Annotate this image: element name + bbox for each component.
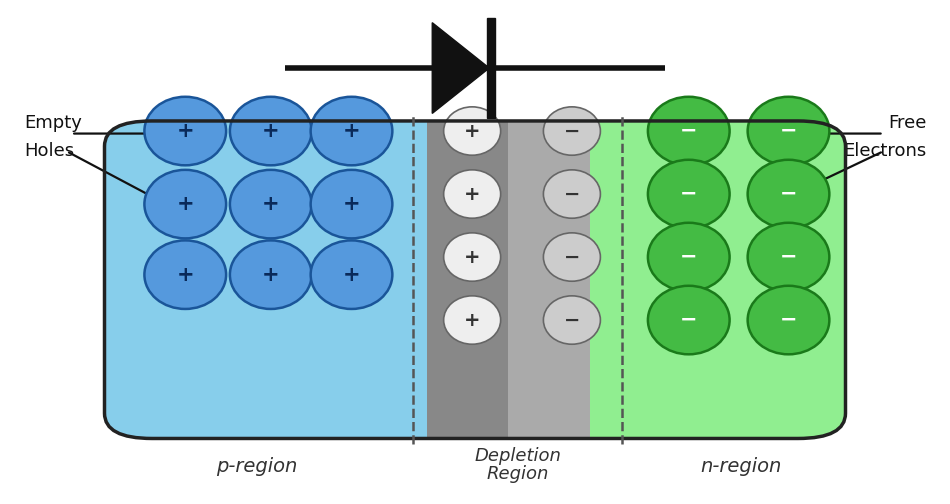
Ellipse shape — [444, 233, 501, 281]
Ellipse shape — [230, 240, 312, 309]
Ellipse shape — [444, 170, 501, 218]
Ellipse shape — [543, 296, 600, 344]
Ellipse shape — [144, 240, 226, 309]
Text: −: − — [780, 310, 797, 330]
Text: +: + — [343, 194, 360, 214]
Text: Holes: Holes — [24, 142, 74, 160]
Text: −: − — [780, 247, 797, 267]
Ellipse shape — [748, 160, 829, 228]
Text: −: − — [563, 247, 580, 267]
Text: Region: Region — [486, 465, 549, 483]
Text: −: − — [680, 184, 697, 204]
Text: +: + — [262, 265, 279, 285]
Text: n-region: n-region — [700, 457, 782, 476]
Ellipse shape — [230, 170, 312, 238]
Bar — [590, 121, 846, 438]
Text: +: + — [464, 247, 481, 267]
Text: −: − — [680, 247, 697, 267]
Ellipse shape — [648, 160, 730, 228]
Ellipse shape — [648, 97, 730, 165]
Ellipse shape — [748, 97, 829, 165]
Text: Free: Free — [888, 114, 926, 133]
Ellipse shape — [648, 223, 730, 291]
Ellipse shape — [543, 170, 600, 218]
Ellipse shape — [230, 97, 312, 165]
Text: +: + — [177, 194, 194, 214]
Text: +: + — [464, 184, 481, 204]
Text: +: + — [262, 194, 279, 214]
Text: +: + — [177, 265, 194, 285]
Ellipse shape — [648, 286, 730, 354]
Text: −: − — [563, 184, 580, 204]
Ellipse shape — [311, 170, 392, 238]
Bar — [508, 121, 590, 438]
Text: Depletion: Depletion — [474, 447, 561, 465]
Text: −: − — [680, 121, 697, 141]
Bar — [487, 18, 496, 118]
Polygon shape — [432, 23, 489, 113]
Text: Electrons: Electrons — [843, 142, 926, 160]
Text: −: − — [680, 310, 697, 330]
Text: +: + — [464, 121, 481, 141]
Bar — [427, 121, 508, 438]
Ellipse shape — [144, 97, 226, 165]
Text: +: + — [343, 265, 360, 285]
Text: +: + — [464, 310, 481, 330]
Ellipse shape — [311, 97, 392, 165]
Ellipse shape — [444, 296, 501, 344]
Ellipse shape — [444, 107, 501, 155]
Ellipse shape — [543, 107, 600, 155]
Ellipse shape — [748, 223, 829, 291]
Text: +: + — [262, 121, 279, 141]
Text: p-region: p-region — [216, 457, 297, 476]
Ellipse shape — [311, 240, 392, 309]
Text: Empty: Empty — [24, 114, 82, 133]
Ellipse shape — [144, 170, 226, 238]
Text: +: + — [343, 121, 360, 141]
Text: −: − — [563, 310, 580, 330]
Text: −: − — [780, 121, 797, 141]
Text: +: + — [177, 121, 194, 141]
Ellipse shape — [748, 286, 829, 354]
Text: −: − — [780, 184, 797, 204]
Text: −: − — [563, 121, 580, 141]
Ellipse shape — [543, 233, 600, 281]
Bar — [104, 121, 427, 438]
